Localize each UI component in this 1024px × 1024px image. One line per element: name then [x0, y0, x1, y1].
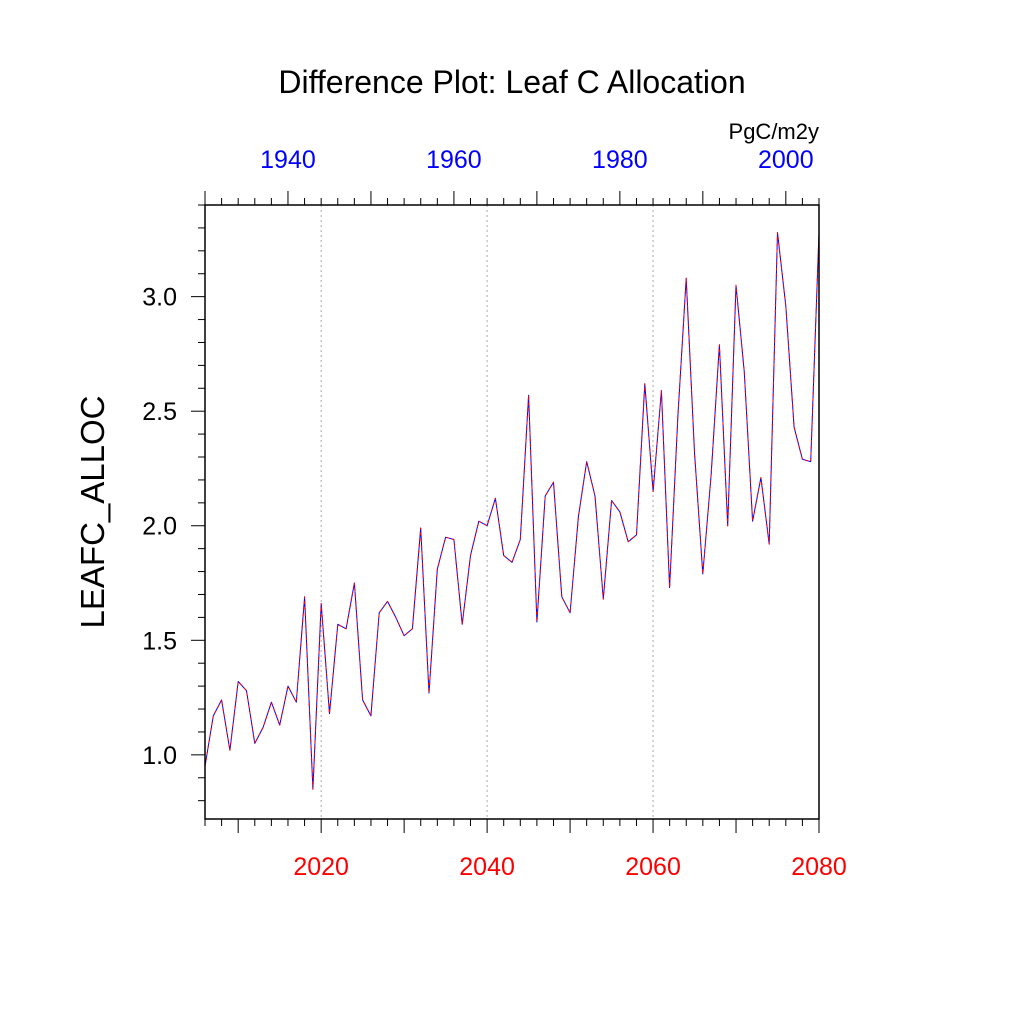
x-top-tick-label: 2000: [758, 146, 814, 174]
y-tick-label: 1.5: [142, 627, 177, 655]
axis-ticks: [191, 191, 820, 833]
units-label: PgC/m2y: [729, 119, 819, 144]
x-bottom-tick-label: 2020: [293, 853, 349, 881]
x-top-tick-label: 1980: [592, 146, 648, 174]
x-bottom-tick-label: 2080: [791, 853, 847, 881]
line-series-blue: [204, 232, 820, 790]
data-lines: [204, 232, 820, 790]
y-tick-label: 3.0: [142, 284, 177, 312]
plot-frame: [204, 204, 820, 820]
y-tick-label: 2.5: [142, 398, 177, 426]
x-bottom-tick-label: 2040: [459, 853, 515, 881]
x-top-tick-label: 1940: [260, 146, 316, 174]
y-axis-label: LEAFC_ALLOC: [74, 396, 111, 629]
tick-labels: 2020 2040 2060 2080 1940 1960 1980 2000 1.0 1.5 2.…: [142, 146, 847, 881]
x-bottom-tick-label: 2060: [625, 853, 681, 881]
x-top-tick-label: 1960: [426, 146, 482, 174]
chart-title: Difference Plot: Leaf C Allocation: [278, 64, 745, 100]
y-tick-label: 2.0: [142, 513, 177, 541]
y-tick-label: 1.0: [142, 742, 177, 770]
line-series-red: [204, 232, 820, 790]
gridlines: [320, 205, 654, 819]
